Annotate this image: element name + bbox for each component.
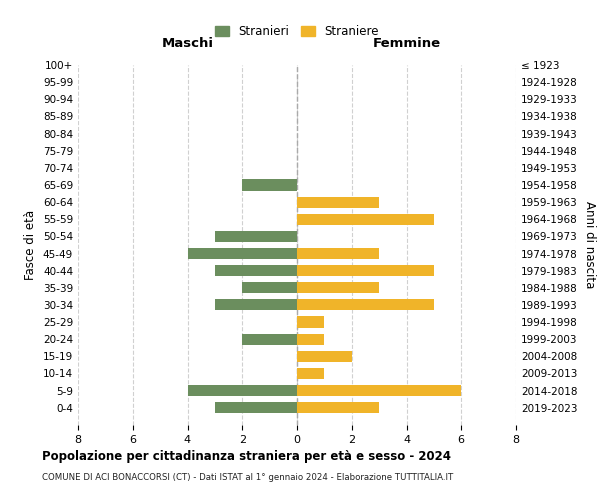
Bar (297, 385, 461, 396)
Bar (297, 368, 325, 379)
Bar (297, 214, 434, 225)
Bar (187, 248, 297, 259)
Text: Femmine: Femmine (373, 38, 440, 51)
Bar (297, 196, 379, 207)
Bar (297, 265, 434, 276)
Y-axis label: Fasce di età: Fasce di età (25, 210, 37, 280)
Bar (242, 282, 297, 294)
Bar (215, 300, 297, 310)
Bar (242, 334, 297, 345)
Bar (242, 180, 297, 190)
Bar (297, 351, 352, 362)
Bar (297, 316, 325, 328)
Legend: Stranieri, Straniere: Stranieri, Straniere (210, 20, 384, 43)
Bar (215, 402, 297, 413)
Bar (215, 231, 297, 242)
Bar (297, 282, 379, 294)
Text: Popolazione per cittadinanza straniera per età e sesso - 2024: Popolazione per cittadinanza straniera p… (42, 450, 451, 463)
Text: Maschi: Maschi (161, 38, 214, 51)
Y-axis label: Anni di nascita: Anni di nascita (583, 202, 596, 288)
Bar (215, 265, 297, 276)
Bar (297, 248, 379, 259)
Bar (297, 300, 434, 310)
Bar (297, 334, 325, 345)
Text: COMUNE DI ACI BONACCORSI (CT) - Dati ISTAT al 1° gennaio 2024 - Elaborazione TUT: COMUNE DI ACI BONACCORSI (CT) - Dati IST… (42, 472, 453, 482)
Bar (297, 402, 379, 413)
Bar (187, 385, 297, 396)
